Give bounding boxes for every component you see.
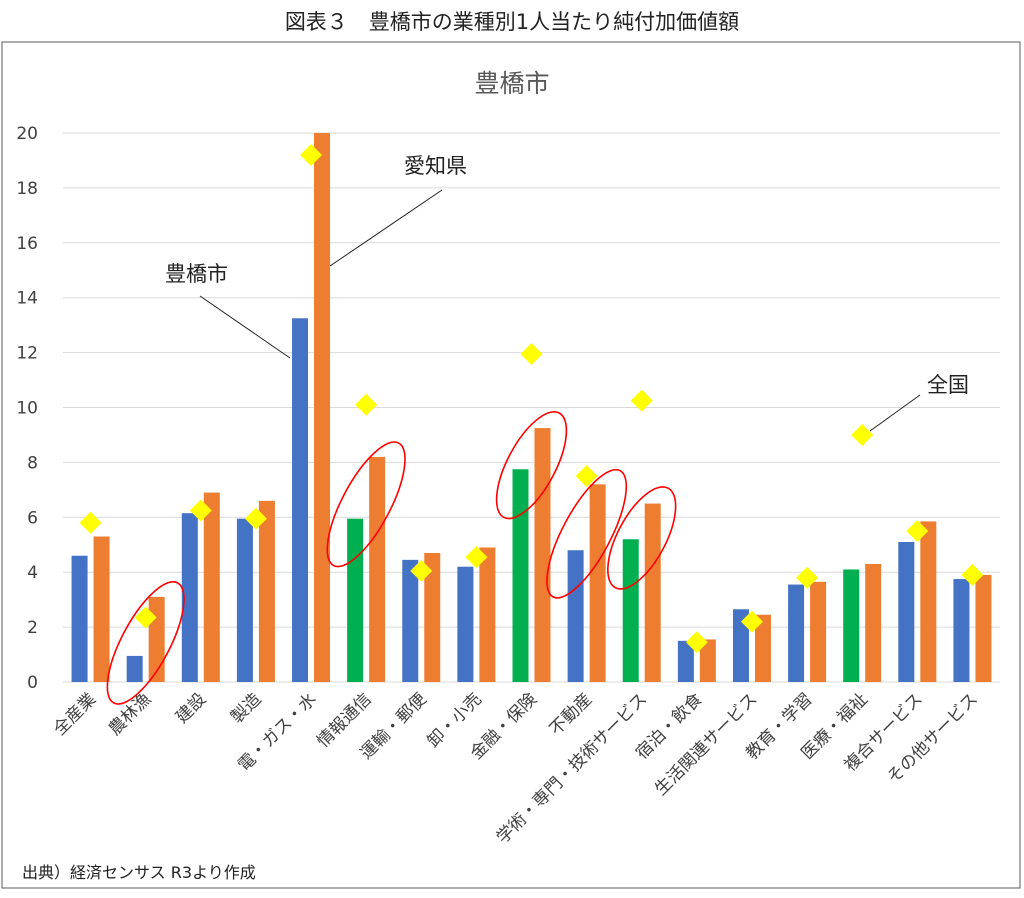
bar-toyohashi (126, 655, 143, 682)
bar-toyohashi (677, 640, 694, 682)
y-tick-label: 8 (27, 453, 38, 473)
marker-national (575, 465, 598, 488)
callout-line-national (869, 394, 921, 432)
marker-national (465, 546, 488, 569)
marker-national (906, 520, 929, 543)
chart-title: 豊橋市 (474, 69, 549, 98)
callout-line-aichi (329, 189, 443, 267)
y-tick-label: 12 (16, 344, 38, 364)
bar-toyohashi (402, 559, 419, 682)
marker-national (961, 563, 984, 586)
chart-frame (1, 41, 1021, 889)
y-tick-label: 14 (16, 289, 38, 309)
marker-national (796, 566, 819, 589)
marker-national (189, 499, 212, 522)
bar-toyohashi (953, 579, 970, 682)
bar-aichi (644, 503, 661, 682)
marker-national (740, 610, 763, 633)
y-tick-label: 6 (27, 508, 38, 528)
bar-aichi (479, 547, 496, 682)
national-markers (79, 143, 984, 654)
y-tick-label: 0 (27, 673, 38, 693)
y-tick-labels: 0 2 4 6 8 10 12 14 16 18 20 (16, 124, 38, 693)
annotation-national: 全国 (927, 373, 969, 397)
bar-aichi (589, 484, 606, 682)
bar-toyohashi (236, 518, 253, 682)
bar-toyohashi (843, 569, 860, 682)
bar-aichi (975, 574, 992, 682)
bar-toyohashi (347, 518, 364, 682)
bar-toyohashi (622, 539, 639, 682)
annotation-aichi: 愛知県 (404, 154, 467, 178)
bar-toyohashi (512, 469, 529, 682)
callout-line-toyohashi (199, 295, 291, 359)
marker-national (355, 393, 378, 416)
marker-national (851, 423, 874, 446)
bar-aichi (865, 563, 882, 682)
marker-national (244, 507, 267, 530)
highlight-circle (546, 468, 628, 599)
marker-national (520, 342, 543, 365)
marker-national (630, 389, 653, 412)
y-tick-label: 10 (16, 399, 38, 419)
y-tick-label: 18 (16, 179, 38, 199)
bar-aichi (699, 639, 716, 682)
y-tick-label: 4 (27, 563, 38, 583)
bar-toyohashi (181, 513, 198, 682)
marker-national (685, 631, 708, 654)
bar-aichi (754, 614, 771, 682)
annotation-toyohashi: 豊橋市 (165, 262, 228, 286)
bar-aichi (148, 596, 165, 682)
highlight-circles (106, 411, 677, 705)
marker-national (410, 559, 433, 582)
bar-aichi (203, 492, 220, 682)
y-tick-label: 20 (16, 124, 38, 144)
bar-toyohashi (898, 542, 915, 682)
highlight-circle (326, 441, 406, 568)
marker-national (300, 143, 323, 166)
bar-aichi (534, 428, 551, 682)
bar-toyohashi (788, 584, 805, 682)
bar-aichi (258, 500, 275, 682)
y-tick-label: 16 (16, 234, 38, 254)
bar-toyohashi (292, 318, 309, 682)
highlight-circle (106, 581, 185, 705)
source-note: 出典）経済センサス R3より作成 (22, 863, 256, 882)
bar-aichi (93, 536, 110, 682)
bar-aichi (424, 552, 441, 682)
bar-toyohashi (732, 609, 749, 682)
highlight-circle (495, 411, 568, 520)
bar-aichi (314, 133, 331, 682)
bar-toyohashi (457, 566, 474, 682)
figure-title: 図表３ 豊橋市の業種別1人当たり純付加価値額 (284, 10, 740, 34)
bar-aichi (920, 521, 937, 682)
bar-aichi (369, 456, 386, 682)
marker-national (79, 511, 102, 534)
bars (71, 133, 992, 682)
bar-toyohashi (567, 550, 584, 682)
y-tick-label: 2 (27, 618, 38, 638)
marker-national (134, 606, 157, 629)
bar-aichi (810, 581, 827, 682)
highlight-circle (607, 486, 677, 590)
bar-toyohashi (71, 555, 88, 682)
